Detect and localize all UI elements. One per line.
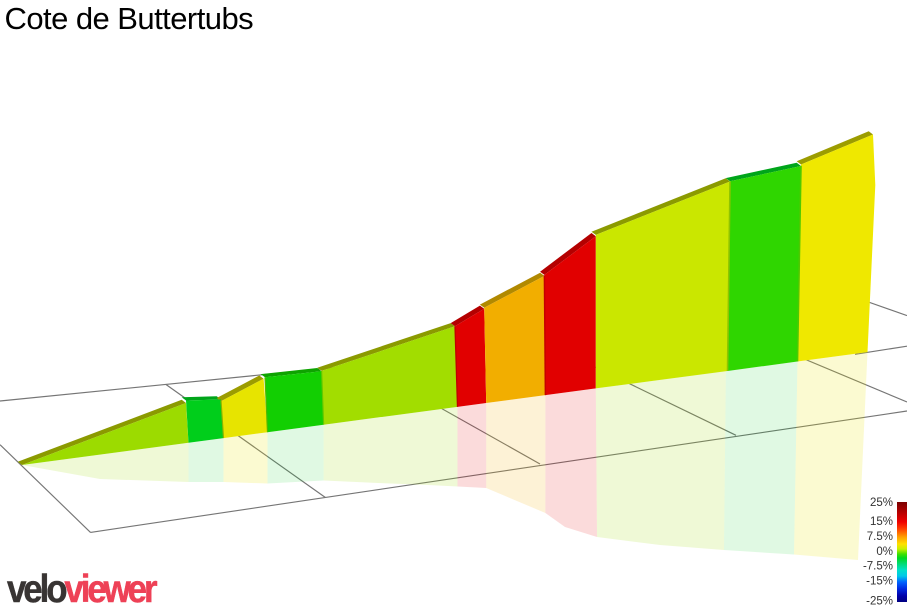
svg-text:-7.5%: -7.5% [863,561,893,573]
svg-text:7.5%: 7.5% [867,531,893,543]
svg-text:15%: 15% [870,516,893,528]
svg-text:0%: 0% [876,546,893,558]
svg-text:25%: 25% [870,497,893,509]
svg-text:-25%: -25% [866,596,893,607]
svg-text:-15%: -15% [866,576,893,588]
